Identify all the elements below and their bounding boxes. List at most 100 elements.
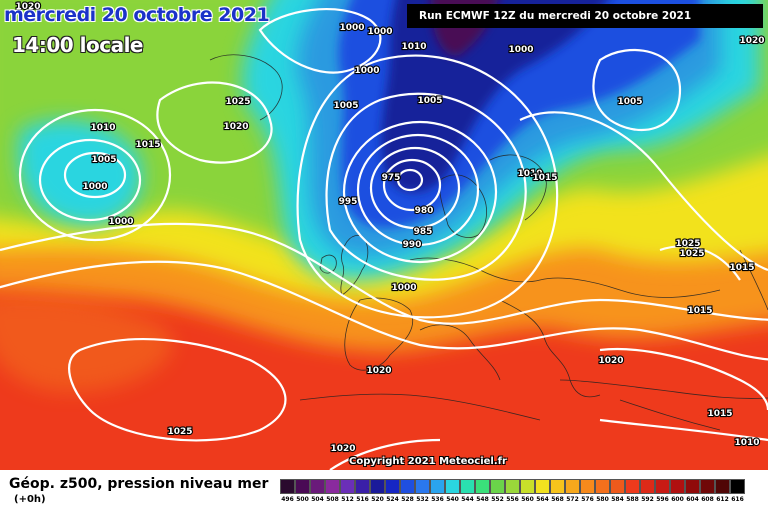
scale-tick-label: 548 [476,496,489,503]
isobar-label: 1005 [333,101,358,111]
scale-swatch [580,479,595,494]
scale-tick-label: 588 [626,496,639,503]
scale-tick-label: 604 [686,496,699,503]
isobar-label: 990 [403,240,422,250]
scale-swatch [430,479,445,494]
isobar-label: 1015 [687,306,712,316]
isobar-label: 1015 [532,173,557,183]
scale-tick-label: 532 [416,496,429,503]
scale-swatch [490,479,505,494]
isobar-label: 1010 [734,438,759,448]
scale-tick-label: 508 [326,496,339,503]
scale-swatch [370,479,385,494]
isobar-label: 1015 [135,140,160,150]
isobar-label: 980 [415,206,434,216]
scale-swatch [595,479,610,494]
scale-swatch [505,479,520,494]
scale-tick-label: 592 [641,496,654,503]
scale-swatch [625,479,640,494]
isobar-label: 1020 [223,122,248,132]
forecast-time: 14:00 locale [12,33,144,57]
scale-tick-label: 560 [521,496,534,503]
isobar-label: 975 [382,173,401,183]
scale-tick-label: 516 [356,496,369,503]
scale-tick-label: 600 [671,496,684,503]
scale-tick-label: 556 [506,496,519,503]
isobar-label: 1015 [729,263,754,273]
isobar-label: 1020 [739,36,764,46]
scale-tick-label: 568 [551,496,564,503]
scale-tick-label: 608 [701,496,714,503]
isobar-label: 1000 [108,217,133,227]
scale-tick-label: 528 [401,496,414,503]
isobar-label: 1005 [617,97,642,107]
scale-swatch [460,479,475,494]
scale-swatch [445,479,460,494]
scale-tick-label: 584 [611,496,624,503]
isobar-label: 1000 [391,283,416,293]
scale-swatch [565,479,580,494]
isobar-label: 995 [339,197,358,207]
scale-swatch [385,479,400,494]
scale-swatch [670,479,685,494]
scale-swatch [310,479,325,494]
scale-swatch [550,479,565,494]
scale-tick-label: 536 [431,496,444,503]
isobar-label: 1000 [367,27,392,37]
scale-tick-label: 512 [341,496,354,503]
isobar-label: 1020 [366,366,391,376]
isobar-label: 1020 [330,444,355,454]
isobar-lines [0,8,768,470]
scale-swatch [280,479,295,494]
scale-tick-label: 504 [311,496,324,503]
legend-title: Géop. z500, pression niveau mer [9,476,269,492]
scale-swatch [520,479,535,494]
scale-tick-label: 500 [296,496,309,503]
isobar-label: 1025 [167,427,192,437]
scale-tick-label: 496 [281,496,294,503]
isobar-label: 1010 [517,169,542,179]
scale-swatch [415,479,430,494]
scale-tick-label: 564 [536,496,549,503]
scale-swatch [730,479,745,494]
forecast-date: mercredi 20 octobre 2021 [4,4,270,26]
isobar-label: 1000 [82,182,107,192]
isobar-label: 1005 [417,96,442,106]
scale-swatch [700,479,715,494]
scale-swatch [640,479,655,494]
isobar-label: 1005 [91,155,116,165]
isobar-label: 1025 [675,239,700,249]
scale-tick-label: 616 [731,496,744,503]
isobar-label: 1000 [339,23,364,33]
isobar-label: 1010 [401,42,426,52]
scale-tick-label: 580 [596,496,609,503]
isobar-label: 1010 [90,123,115,133]
scale-tick-label: 540 [446,496,459,503]
isobar-label: 985 [414,227,433,237]
scale-tick-label: 572 [566,496,579,503]
isobar-label: 1025 [225,97,250,107]
isobar-label: 1000 [508,45,533,55]
scale-swatch [295,479,310,494]
copyright: Copyright 2021 Meteociel.fr [349,456,507,467]
scale-swatch [685,479,700,494]
scale-tick-label: 552 [491,496,504,503]
scale-swatch [475,479,490,494]
scale-tick-label: 544 [461,496,474,503]
scale-swatch [655,479,670,494]
isobar-label: 1025 [679,249,704,259]
scale-swatch [610,479,625,494]
isobar-label: 1020 [15,2,40,12]
scale-swatch [535,479,550,494]
scale-tick-label: 612 [716,496,729,503]
scale-swatch [400,479,415,494]
legend-subtitle: (+0h) [14,494,46,505]
run-info: Run ECMWF 12Z du mercredi 20 octobre 202… [407,4,763,28]
scale-swatch [355,479,370,494]
legend-footer: Géop. z500, pression niveau mer (+0h) 49… [0,470,768,512]
scale-tick-label: 524 [386,496,399,503]
scale-swatch [715,479,730,494]
